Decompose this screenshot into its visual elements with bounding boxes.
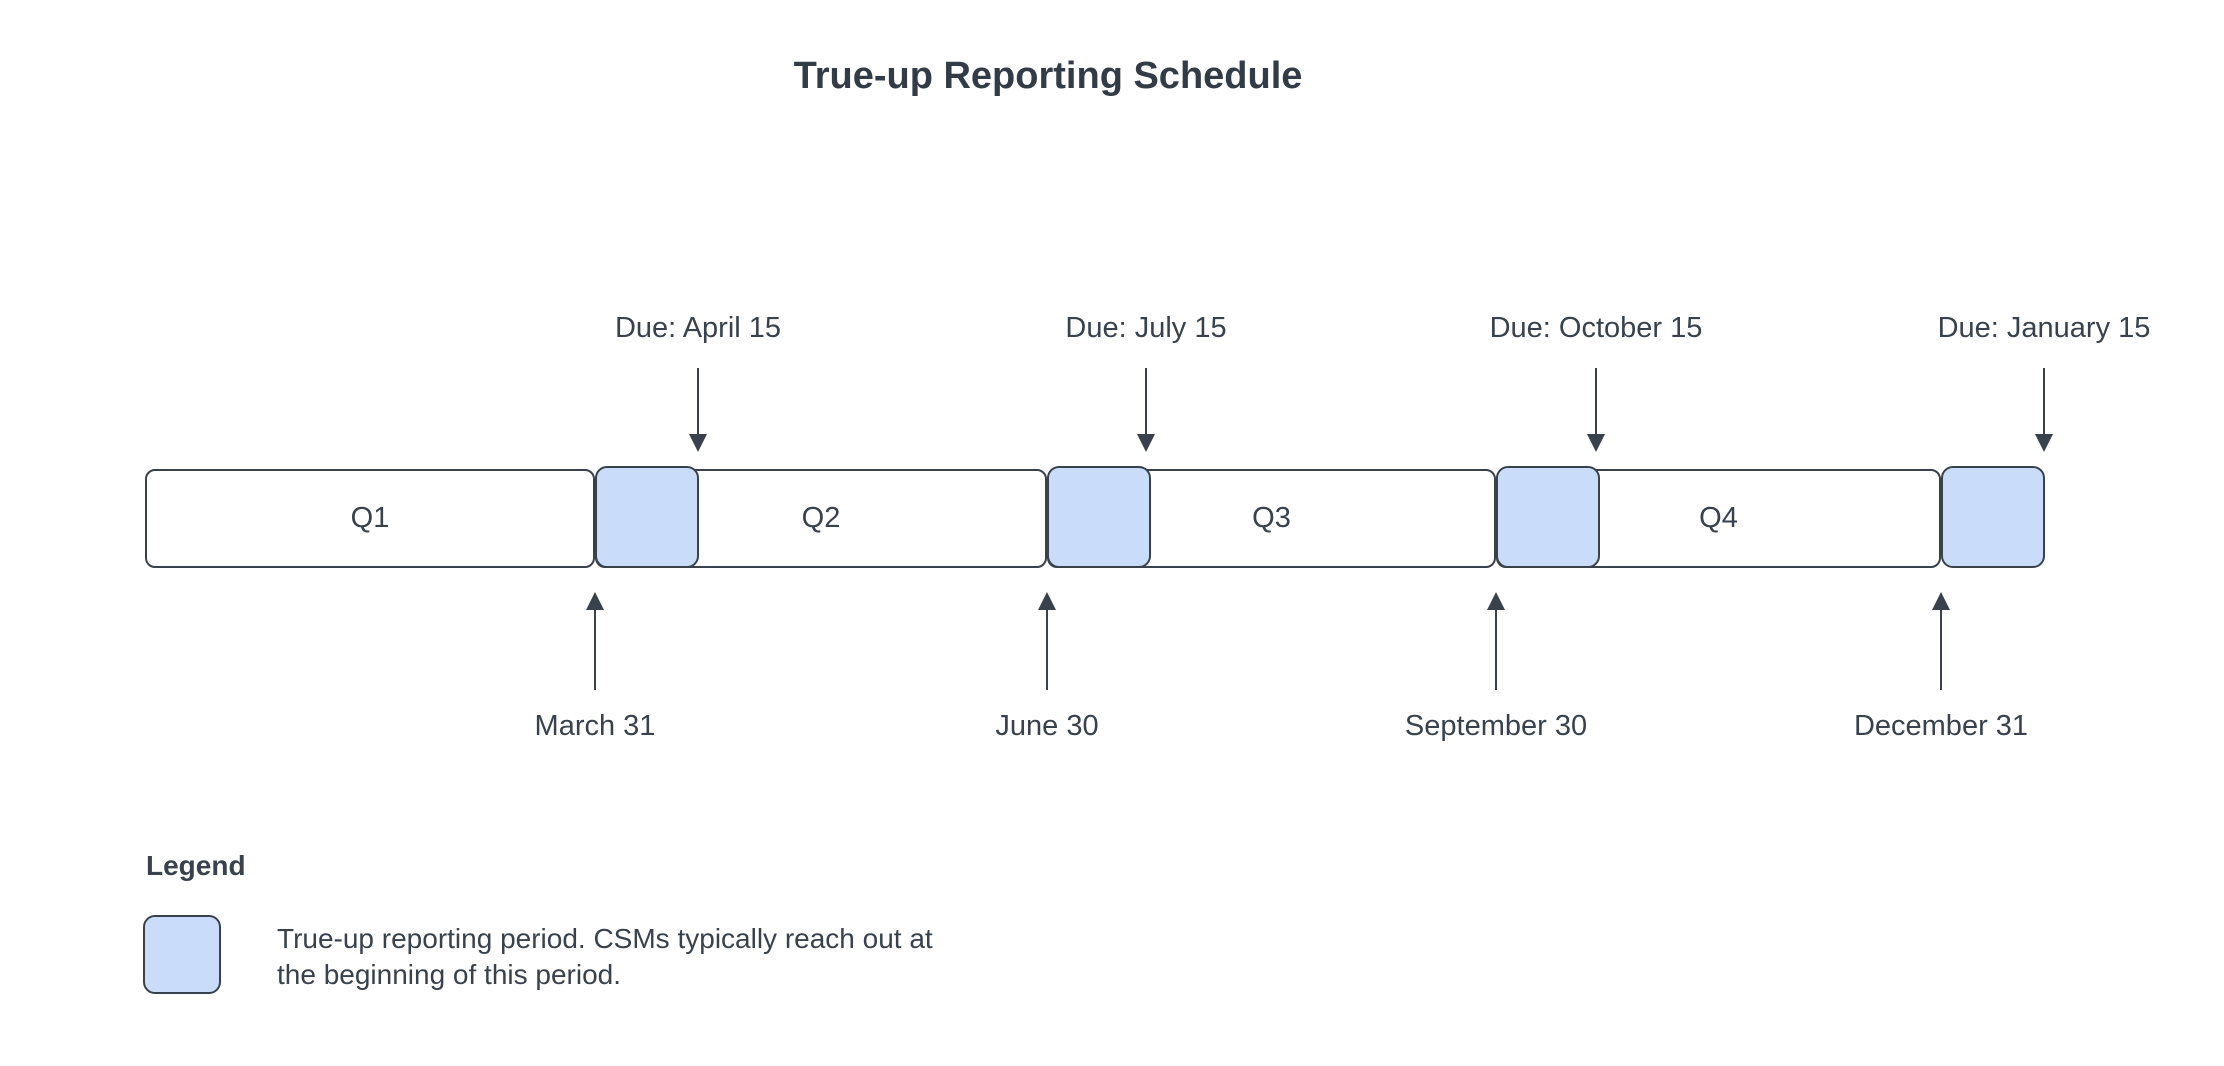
quarter-box-q1: Q1 — [145, 469, 595, 568]
due-date-label-q4: Due: January 15 — [1937, 312, 2151, 344]
trueup-period-box-3 — [1496, 466, 1600, 568]
legend-description-line1: True-up reporting period. CSMs typically… — [277, 923, 933, 954]
quarter-label-q1: Q1 — [350, 502, 390, 534]
quarter-label-q3: Q3 — [1252, 502, 1291, 534]
arrow-stem — [697, 368, 699, 435]
arrow-down-head — [2035, 434, 2053, 452]
arrow-up-head — [586, 592, 604, 610]
arrow-stem — [1495, 609, 1497, 690]
due-date-label-q3: Due: October 15 — [1489, 312, 1703, 344]
arrow-up-head — [1038, 592, 1056, 610]
quarter-end-label-q3: September 30 — [1404, 710, 1588, 742]
legend-description-line2: the beginning of this period. — [277, 959, 622, 990]
due-arrow-q4 — [2035, 368, 2053, 452]
trueup-period-box-1 — [595, 466, 699, 568]
arrow-stem — [1940, 609, 1942, 690]
quarter-end-label-q1: March 31 — [534, 710, 656, 742]
due-arrow-q3 — [1587, 368, 1605, 452]
arrow-down-head — [1587, 434, 1605, 452]
diagram-title: True-up Reporting Schedule — [793, 55, 1303, 97]
legend-title: Legend — [146, 850, 246, 881]
arrow-stem — [1145, 368, 1147, 435]
quarter-end-arrow-q3 — [1487, 592, 1505, 690]
quarter-end-label-q2: June 30 — [995, 710, 1099, 742]
trueup-period-box-4 — [1941, 466, 2045, 568]
trueup-period-box-2 — [1047, 466, 1151, 568]
arrow-down-head — [689, 434, 707, 452]
quarter-end-arrow-q2 — [1038, 592, 1056, 690]
quarter-label-q2: Q2 — [801, 502, 841, 534]
due-arrow-q1 — [689, 368, 707, 452]
due-date-label-q2: Due: July 15 — [1065, 312, 1227, 344]
quarter-end-label-q4: December 31 — [1853, 710, 2029, 742]
arrow-stem — [1595, 368, 1597, 435]
arrow-stem — [2043, 368, 2045, 435]
arrow-up-head — [1487, 592, 1505, 610]
due-date-label-q1: Due: April 15 — [614, 312, 782, 344]
quarter-end-arrow-q4 — [1932, 592, 1950, 690]
arrow-stem — [594, 609, 596, 690]
legend-swatch — [143, 915, 221, 994]
arrow-down-head — [1137, 434, 1155, 452]
quarter-end-arrow-q1 — [586, 592, 604, 690]
arrow-stem — [1046, 609, 1048, 690]
quarter-label-q4: Q4 — [1699, 502, 1738, 534]
arrow-up-head — [1932, 592, 1950, 610]
legend-description: True-up reporting period. CSMs typically… — [277, 921, 933, 993]
due-arrow-q2 — [1137, 368, 1155, 452]
